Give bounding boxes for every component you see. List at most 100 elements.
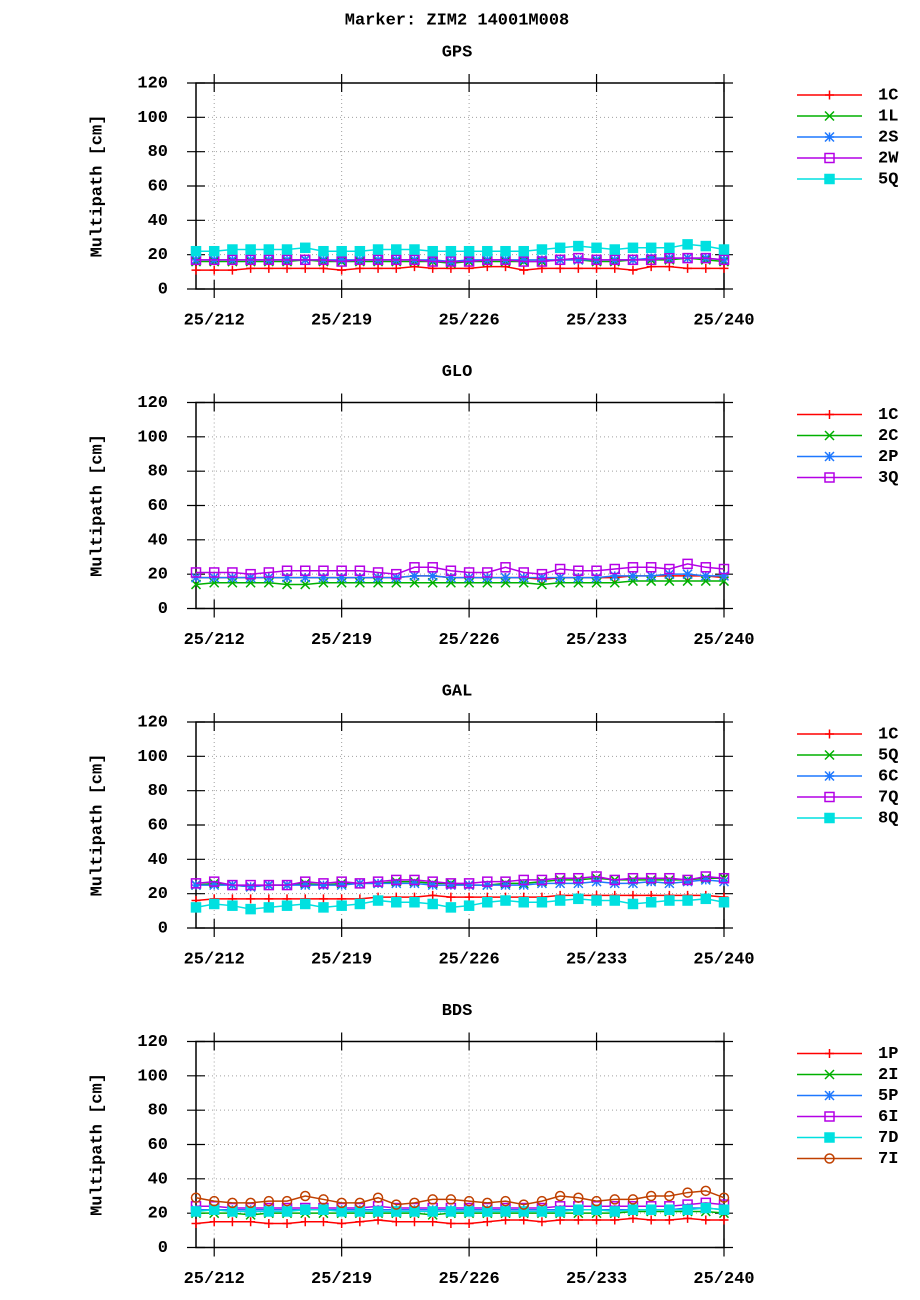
legend-label: 1P xyxy=(878,1045,898,1064)
marker xyxy=(372,1206,384,1217)
y-tick-label: 100 xyxy=(137,428,168,447)
marker xyxy=(536,568,548,580)
marker xyxy=(263,567,275,578)
marker xyxy=(409,874,420,886)
marker xyxy=(719,263,729,273)
subplot: GAL Multipath [cm] 0 20 40 60 80 100 120 25/212 25… xyxy=(88,682,898,969)
marker xyxy=(482,880,493,891)
marker xyxy=(246,894,256,904)
marker xyxy=(337,1218,347,1228)
marker xyxy=(409,1206,420,1217)
marker xyxy=(318,902,329,913)
marker xyxy=(592,1215,602,1225)
marker xyxy=(591,572,602,583)
y-tick-label: 80 xyxy=(148,143,168,162)
legend-marker xyxy=(825,729,834,739)
legend-label: 7Q xyxy=(878,788,898,807)
marker xyxy=(573,1192,584,1203)
legend-marker xyxy=(824,131,835,143)
marker xyxy=(591,1204,602,1215)
legend-marker xyxy=(824,472,835,483)
marker xyxy=(501,1215,511,1225)
marker xyxy=(701,263,711,273)
marker xyxy=(482,1217,492,1227)
marker xyxy=(445,902,457,913)
marker xyxy=(208,245,220,257)
marker xyxy=(573,263,583,273)
marker xyxy=(609,1194,621,1205)
marker xyxy=(537,1217,547,1227)
marker xyxy=(191,1218,201,1228)
marker xyxy=(645,562,657,573)
marker xyxy=(445,572,456,583)
marker xyxy=(427,245,438,257)
y-tick-label: 60 xyxy=(148,816,168,835)
legend-label: 2C xyxy=(878,427,898,446)
marker xyxy=(208,567,220,578)
marker xyxy=(645,254,657,266)
marker xyxy=(263,1206,275,1217)
marker xyxy=(336,245,347,257)
marker xyxy=(464,254,475,265)
marker xyxy=(391,244,402,255)
series-line xyxy=(195,1217,724,1225)
marker xyxy=(318,894,328,904)
marker xyxy=(718,897,730,908)
x-tick-label: 25/219 xyxy=(311,311,372,330)
marker xyxy=(208,876,220,887)
legend-marker xyxy=(824,1132,835,1143)
marker xyxy=(500,245,511,257)
y-tick-label: 60 xyxy=(148,1136,168,1155)
marker xyxy=(591,871,602,882)
marker xyxy=(646,253,657,264)
marker xyxy=(391,897,402,908)
marker xyxy=(409,897,420,908)
marker xyxy=(427,880,438,891)
marker xyxy=(591,565,602,576)
marker xyxy=(391,1199,402,1210)
marker xyxy=(482,1197,493,1209)
x-tick-label: 25/226 xyxy=(438,950,499,969)
marker xyxy=(372,244,384,255)
marker xyxy=(264,263,274,273)
marker xyxy=(227,1206,238,1217)
marker xyxy=(245,254,256,266)
marker xyxy=(208,1204,220,1215)
marker xyxy=(463,1195,475,1207)
marker xyxy=(463,900,475,911)
marker xyxy=(190,567,202,578)
marker xyxy=(227,265,237,275)
marker xyxy=(245,572,256,583)
marker xyxy=(682,569,693,580)
marker xyxy=(628,890,638,900)
legend-marker xyxy=(824,173,835,185)
subplot: GLO Multipath [cm] 0 20 40 60 80 100 120 25/212 25… xyxy=(88,363,898,650)
marker xyxy=(245,568,256,580)
marker xyxy=(573,252,584,264)
series-line xyxy=(196,257,725,263)
y-tick-label: 120 xyxy=(137,394,168,413)
marker xyxy=(190,878,202,889)
marker xyxy=(354,898,366,910)
marker xyxy=(318,565,329,576)
marker xyxy=(463,878,475,889)
subplot-title: GAL xyxy=(442,682,473,701)
marker xyxy=(554,1190,566,1202)
x-tick-label: 25/233 xyxy=(566,311,627,330)
marker xyxy=(299,242,311,254)
plot-frame xyxy=(195,82,725,290)
marker xyxy=(299,254,311,266)
marker xyxy=(299,876,311,887)
marker xyxy=(208,898,220,910)
y-tick-label: 100 xyxy=(137,1067,168,1086)
marker xyxy=(482,1206,493,1217)
marker xyxy=(336,565,347,576)
x-tick-label: 25/212 xyxy=(184,1270,245,1289)
y-tick-label: 20 xyxy=(148,246,168,265)
marker xyxy=(372,876,384,887)
marker xyxy=(355,1217,365,1227)
marker xyxy=(318,572,329,583)
y-axis-label: Multipath [cm] xyxy=(88,1073,107,1216)
marker xyxy=(391,254,402,266)
marker xyxy=(700,1185,712,1197)
